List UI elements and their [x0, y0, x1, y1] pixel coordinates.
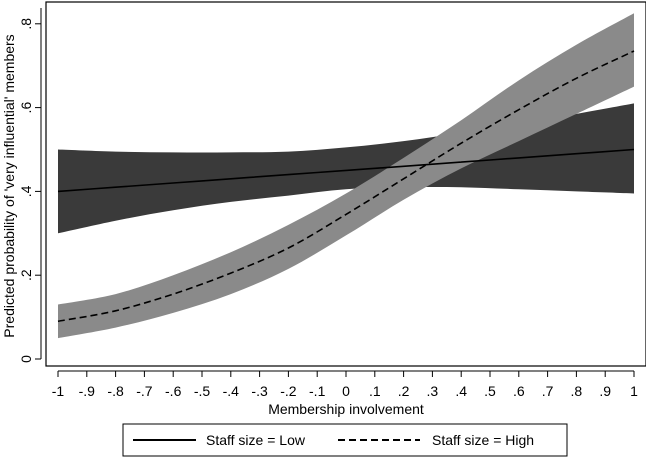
x-tick-label: -.7 [136, 383, 153, 399]
x-tick-label: -.6 [165, 383, 182, 399]
x-tick-label: .3 [427, 383, 439, 399]
legend-label-high: Staff size = High [432, 432, 534, 448]
x-tick-label: -1 [52, 383, 65, 399]
x-tick-label: .9 [599, 383, 611, 399]
plot-area-frame [45, 1, 646, 367]
x-tick-label: .4 [455, 383, 467, 399]
x-tick-label: -.8 [107, 383, 124, 399]
x-tick-label: -.4 [223, 383, 240, 399]
x-tick-label: .8 [571, 383, 583, 399]
y-axis: 0 .2 .4 .6 .8 [18, 8, 42, 363]
x-tick-label: 0 [342, 383, 350, 399]
x-tick-label: .1 [369, 383, 381, 399]
x-tick-label: .2 [398, 383, 410, 399]
ci-band-staff-high [58, 13, 634, 339]
legend-label-low: Staff size = Low [206, 432, 306, 448]
confidence-bands [58, 13, 634, 339]
x-tick-label: -.2 [280, 383, 297, 399]
line-staff-high [57, 50, 635, 323]
y-tick-label: .2 [18, 269, 34, 281]
legend: Staff size = Low Staff size = High [122, 423, 568, 457]
y-tick-label: .6 [18, 102, 34, 114]
series-lines [57, 50, 635, 323]
y-tick-label: .8 [18, 18, 34, 30]
x-axis-title: Membership involvement [268, 401, 424, 417]
x-tick-label: .7 [542, 383, 554, 399]
x-axis: -1 -.9 -.8 -.7 -.6 -.5 -.4 -.3 -.2 -.1 0 .1 .2 .3 .4 .5… [52, 370, 638, 399]
x-tick-label: -.1 [309, 383, 326, 399]
x-tick-label: .5 [484, 383, 496, 399]
x-tick-label: .6 [513, 383, 525, 399]
y-tick-label: 0 [18, 355, 34, 363]
x-tick-label: -.3 [251, 383, 268, 399]
x-tick-label: 1 [630, 383, 638, 399]
y-tick-label: .4 [18, 185, 34, 197]
x-tick-label: -.9 [79, 383, 96, 399]
y-axis-title: Predicted probability of 'very influenti… [1, 34, 17, 337]
x-tick-label: -.5 [194, 383, 211, 399]
line-staff-low [57, 148, 635, 193]
